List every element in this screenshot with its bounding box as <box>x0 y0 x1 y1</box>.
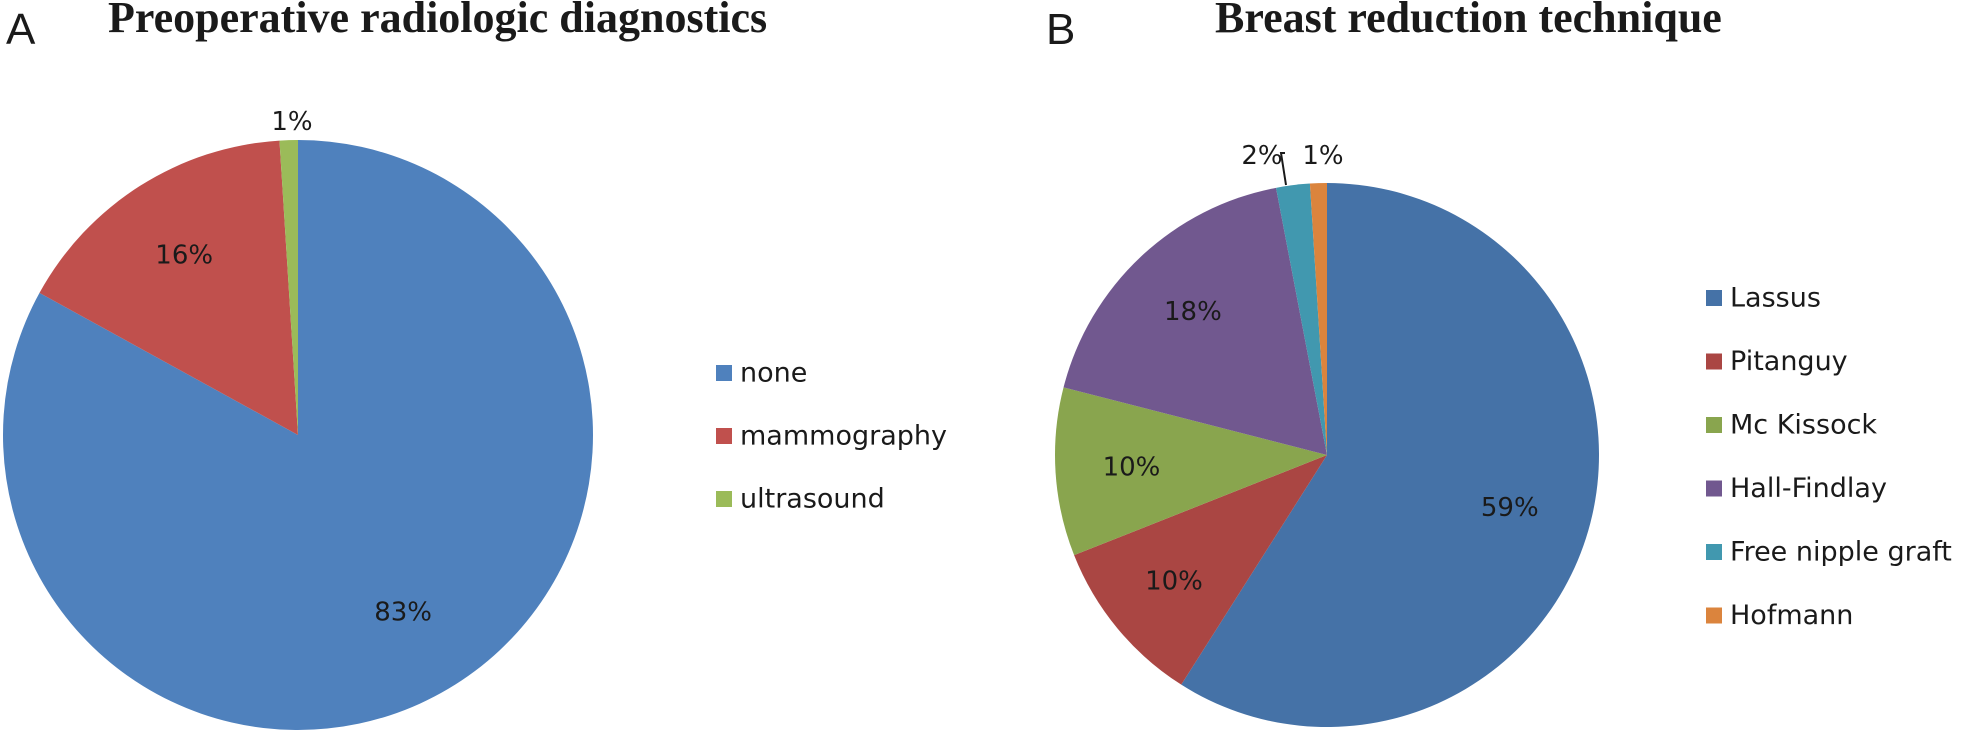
legend-label-mc-kissock: Mc Kissock <box>1730 410 1877 441</box>
slice-free-nipple-graft <box>1276 183 1327 456</box>
slice-ultrasound <box>279 140 298 435</box>
data-label-mammography: 16% <box>155 241 213 271</box>
legend-swatch-free-nipple-graft <box>1706 544 1722 560</box>
legend-swatch-none <box>716 365 732 381</box>
data-label-hofmann: 1% <box>1302 141 1343 171</box>
legend-label-hall-findlay: Hall-Findlay <box>1730 473 1887 504</box>
legend-swatch-mammography <box>716 428 732 444</box>
legend-label-hofmann: Hofmann <box>1730 600 1853 631</box>
legend-swatch-ultrasound <box>716 491 732 507</box>
chart-a-title: Preoperative radiologic diagnostics <box>108 0 767 42</box>
slice-lassus <box>1181 183 1600 727</box>
pie-b <box>1055 183 1600 727</box>
pie-a <box>2 140 593 730</box>
slice-none <box>2 140 593 730</box>
chart-a: A Preoperative radiologic diagnostics 83… <box>2 0 947 730</box>
data-label-ultrasound: 1% <box>271 107 312 137</box>
legend-swatch-hall-findlay <box>1706 480 1722 497</box>
data-label-hall-findlay: 18% <box>1164 297 1222 327</box>
slice-hofmann <box>1309 183 1327 455</box>
legend-swatch-lassus <box>1706 290 1722 306</box>
slice-mammography <box>39 140 299 435</box>
slice-mc-kissock <box>1055 387 1327 556</box>
slice-hall-findlay <box>1063 187 1327 455</box>
data-label-free-nipple-graft: 2% <box>1241 141 1282 171</box>
legend-label-none: none <box>740 358 807 389</box>
legend-label-lassus: Lassus <box>1730 283 1821 314</box>
pie-a-labels: 83% 16% 1% <box>155 107 432 628</box>
slice-pitanguy <box>1074 455 1327 685</box>
legend-a: none mammography ultrasound <box>716 358 947 515</box>
data-label-none: 83% <box>374 598 432 628</box>
legend-label-pitanguy: Pitanguy <box>1730 346 1848 377</box>
data-label-lassus: 59% <box>1481 493 1539 523</box>
legend-swatch-hofmann <box>1706 607 1722 624</box>
legend-b: Lassus Pitanguy Mc Kissock Hall-Findlay Free… <box>1706 283 1952 631</box>
data-label-pitanguy: 10% <box>1145 567 1203 597</box>
data-label-mc-kissock: 10% <box>1103 452 1161 482</box>
panel-letter-b: B <box>1046 5 1075 54</box>
leader-line-free-nipple-graft <box>1279 152 1287 186</box>
legend-swatch-mc-kissock <box>1706 417 1722 433</box>
chart-b-title: Breast reduction technique <box>1215 0 1722 42</box>
pie-b-labels: 59% 10% 10% 18% 2% 1% <box>1103 141 1539 597</box>
legend-swatch-pitanguy <box>1706 353 1722 370</box>
legend-label-ultrasound: ultrasound <box>740 484 885 515</box>
chart-b: B Breast reduction technique 59% 10% 10% 18… <box>1046 0 1952 727</box>
legend-label-mammography: mammography <box>740 421 947 452</box>
legend-label-free-nipple-graft: Free nipple graft <box>1730 537 1952 568</box>
panel-letter-a: A <box>6 5 36 54</box>
